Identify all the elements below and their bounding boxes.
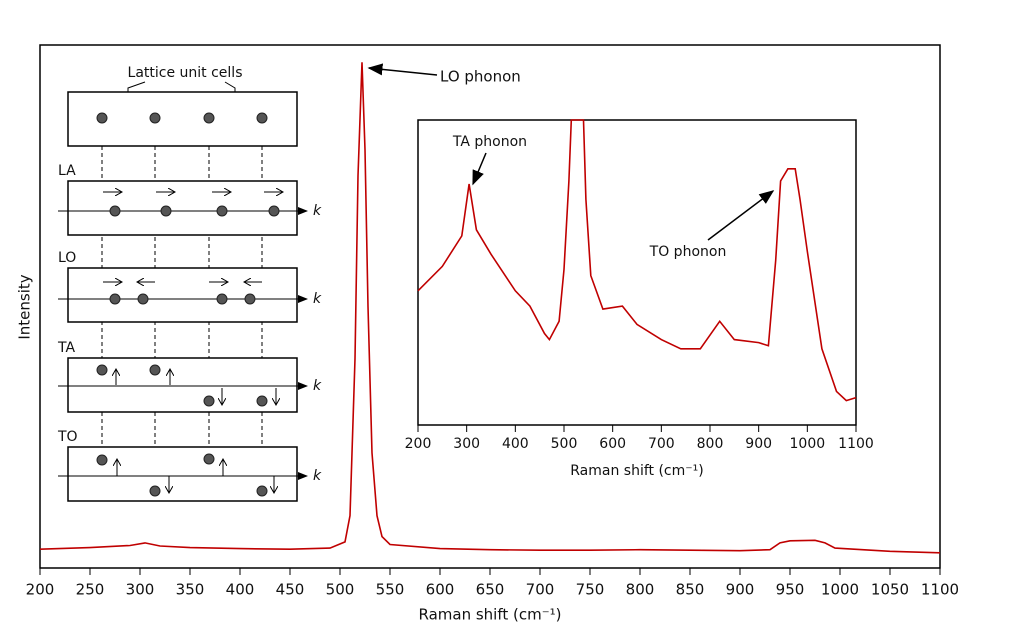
annotation-arrow — [472, 152, 487, 186]
x-tick-label: 500 — [551, 436, 578, 452]
annotation: LO phonon — [440, 68, 521, 86]
diagram-title: Lattice unit cells — [128, 65, 243, 81]
annotation-arrow — [707, 190, 775, 241]
mode-label: LA — [58, 163, 76, 179]
x-tick-label: 700 — [526, 581, 555, 599]
x-tick-label: 250 — [76, 581, 105, 599]
k-label: k — [313, 378, 322, 394]
x-tick-label: 600 — [426, 581, 455, 599]
x-tick-label: 350 — [176, 581, 205, 599]
atom — [149, 112, 161, 124]
annotation: TO phonon — [649, 244, 727, 260]
k-label: k — [313, 468, 322, 484]
x-tick-label: 300 — [453, 436, 480, 452]
x-tick-label: 500 — [326, 581, 355, 599]
atom — [216, 293, 228, 305]
x-tick-label: 1100 — [921, 581, 959, 599]
spectrum-line — [417, 119, 857, 402]
plot-frame — [417, 119, 857, 426]
x-tick-label: 1100 — [838, 436, 874, 452]
mode-label: TO — [57, 429, 78, 445]
x-axis-label: Raman shift (cm⁻¹) — [418, 606, 561, 624]
atom — [96, 112, 108, 124]
atom — [256, 395, 268, 407]
atom — [203, 112, 215, 124]
x-tick-label: 900 — [726, 581, 755, 599]
x-tick-label: 550 — [376, 581, 405, 599]
atom — [96, 454, 108, 466]
mode-label: LO — [58, 250, 76, 266]
cell-box — [67, 180, 298, 236]
x-tick-label: 400 — [226, 581, 255, 599]
x-tick-label: 1000 — [821, 581, 859, 599]
atom — [149, 364, 161, 376]
atom — [244, 293, 256, 305]
x-tick-label: 200 — [405, 436, 432, 452]
x-tick-label: 800 — [626, 581, 655, 599]
x-tick-label: 650 — [476, 581, 505, 599]
atom — [96, 364, 108, 376]
atom — [109, 293, 121, 305]
cell-box — [67, 267, 298, 323]
x-tick-label: 200 — [26, 581, 55, 599]
mode-label: TA — [57, 340, 75, 356]
x-tick-label: 900 — [745, 436, 772, 452]
k-label: k — [313, 203, 322, 219]
x-tick-label: 600 — [599, 436, 626, 452]
atom — [203, 453, 215, 465]
y-axis-label: Intensity — [16, 274, 34, 339]
atom — [203, 395, 215, 407]
x-tick-label: 800 — [697, 436, 724, 452]
atom — [216, 205, 228, 217]
annotation: TA phonon — [452, 134, 527, 150]
annotation-arrow — [367, 63, 438, 76]
atom — [268, 205, 280, 217]
atom — [149, 485, 161, 497]
atom — [109, 205, 121, 217]
x-axis-label: Raman shift (cm⁻¹) — [570, 463, 703, 479]
x-tick-label: 850 — [676, 581, 705, 599]
x-tick-label: 700 — [648, 436, 675, 452]
x-tick-label: 750 — [576, 581, 605, 599]
atom — [137, 293, 149, 305]
spectrum-line — [39, 62, 941, 554]
x-tick-label: 300 — [126, 581, 155, 599]
x-tick-label: 1000 — [790, 436, 826, 452]
atom — [256, 485, 268, 497]
k-label: k — [313, 291, 322, 307]
x-tick-label: 400 — [502, 436, 529, 452]
x-tick-label: 950 — [776, 581, 805, 599]
atom — [160, 205, 172, 217]
x-tick-label: 1050 — [871, 581, 909, 599]
atom — [256, 112, 268, 124]
x-tick-label: 450 — [276, 581, 305, 599]
